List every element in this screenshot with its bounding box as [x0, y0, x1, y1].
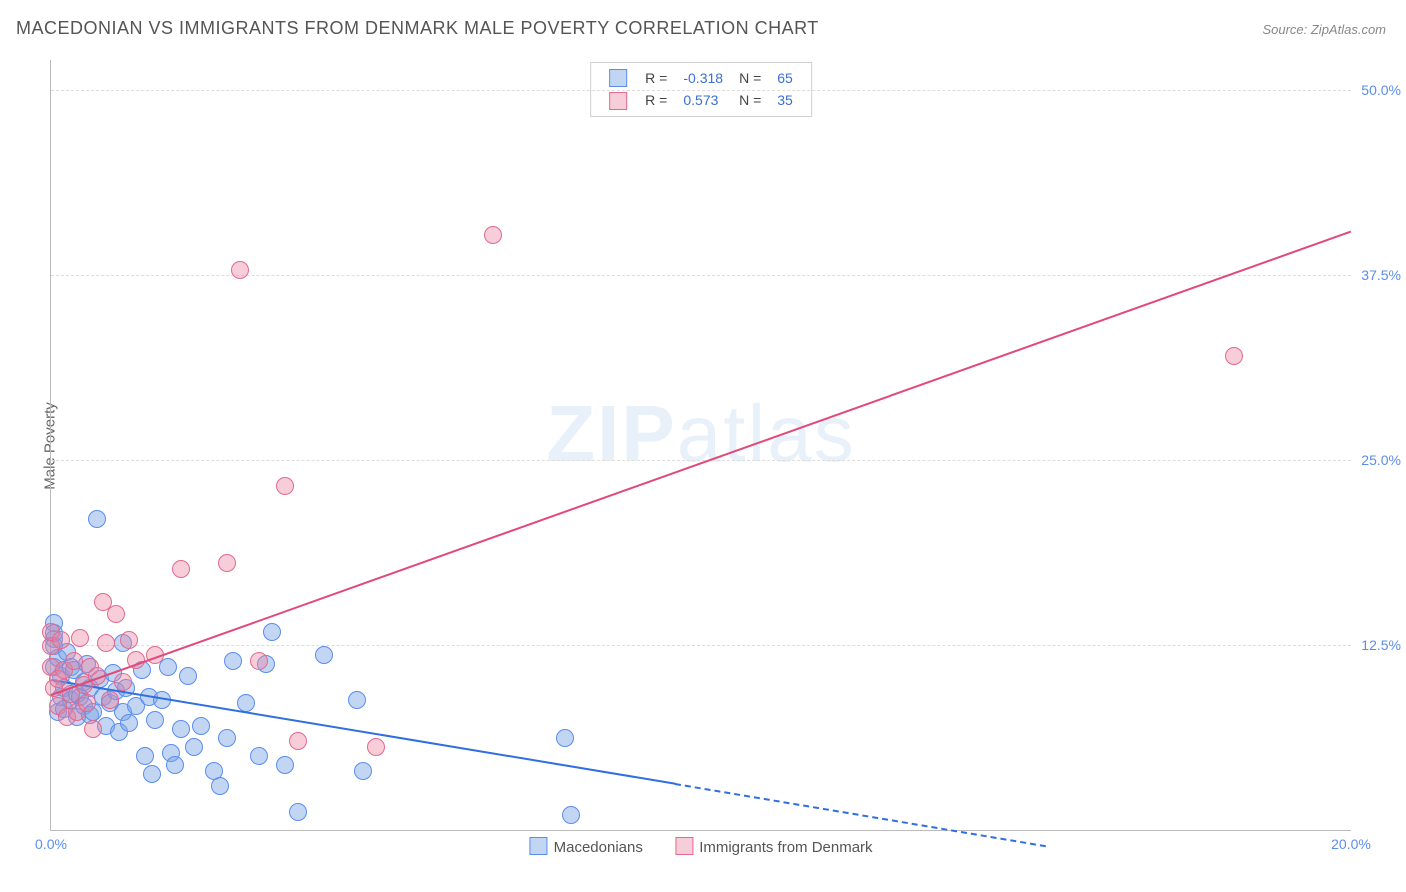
swatch-blue-icon [529, 837, 547, 855]
y-tick-label: 50.0% [1356, 82, 1401, 98]
scatter-point [289, 732, 307, 750]
scatter-point [172, 560, 190, 578]
x-tick-label: 20.0% [1331, 836, 1371, 852]
scatter-point [146, 711, 164, 729]
scatter-point [289, 803, 307, 821]
trendline [51, 230, 1352, 695]
scatter-point [1225, 347, 1243, 365]
scatter-point [250, 747, 268, 765]
scatter-point [84, 720, 102, 738]
scatter-point [143, 765, 161, 783]
y-tick-label: 12.5% [1356, 637, 1401, 653]
scatter-point [101, 691, 119, 709]
scatter-point [231, 261, 249, 279]
scatter-point [367, 738, 385, 756]
scatter-point [71, 629, 89, 647]
scatter-point [166, 756, 184, 774]
legend-row-pink: R = 0.573 N = 35 [601, 89, 801, 111]
series-label-blue: Macedonians [554, 839, 643, 856]
scatter-point [179, 667, 197, 685]
y-tick-label: 37.5% [1356, 267, 1401, 283]
scatter-point [484, 226, 502, 244]
scatter-point [276, 756, 294, 774]
scatter-point [192, 717, 210, 735]
scatter-point [250, 652, 268, 670]
scatter-point [315, 646, 333, 664]
scatter-point [556, 729, 574, 747]
swatch-pink-icon [675, 837, 693, 855]
legend-row-blue: R = -0.318 N = 65 [601, 67, 801, 89]
series-label-pink: Immigrants from Denmark [699, 839, 872, 856]
x-tick-label: 0.0% [35, 836, 67, 852]
scatter-point [120, 714, 138, 732]
scatter-point [354, 762, 372, 780]
scatter-point [211, 777, 229, 795]
scatter-point [107, 605, 125, 623]
scatter-point [562, 806, 580, 824]
scatter-point [136, 747, 154, 765]
plot-area: ZIPatlas R = -0.318 N = 65 R = 0.573 N =… [50, 60, 1351, 831]
gridline [51, 645, 1351, 646]
scatter-point [97, 634, 115, 652]
scatter-point [172, 720, 190, 738]
swatch-pink-icon [609, 92, 627, 110]
scatter-point [78, 694, 96, 712]
chart-title: MACEDONIAN VS IMMIGRANTS FROM DENMARK MA… [16, 18, 819, 39]
series-legend: Macedonians Immigrants from Denmark [515, 837, 886, 856]
scatter-point [263, 623, 281, 641]
gridline [51, 460, 1351, 461]
scatter-point [218, 729, 236, 747]
scatter-point [120, 631, 138, 649]
scatter-point [348, 691, 366, 709]
scatter-point [218, 554, 236, 572]
swatch-blue-icon [609, 69, 627, 87]
watermark: ZIPatlas [546, 388, 855, 480]
scatter-point [237, 694, 255, 712]
gridline [51, 90, 1351, 91]
y-tick-label: 25.0% [1356, 452, 1401, 468]
scatter-point [114, 673, 132, 691]
scatter-point [224, 652, 242, 670]
scatter-point [88, 510, 106, 528]
scatter-point [185, 738, 203, 756]
scatter-point [276, 477, 294, 495]
scatter-point [52, 631, 70, 649]
source-label: Source: ZipAtlas.com [1262, 22, 1386, 37]
